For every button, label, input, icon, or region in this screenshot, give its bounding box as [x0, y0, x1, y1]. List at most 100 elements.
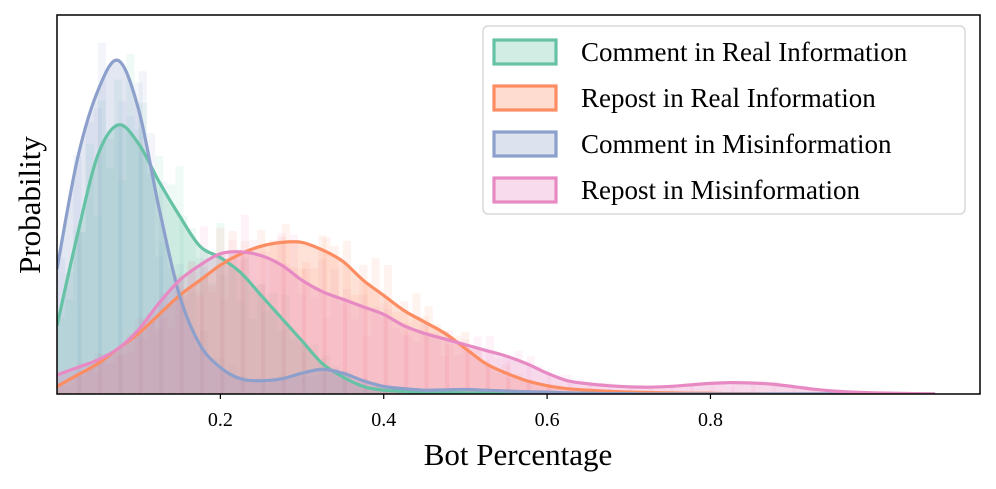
histogram-bar	[318, 235, 327, 394]
histogram-bar	[220, 265, 229, 394]
histogram-bar	[77, 232, 86, 394]
histogram-bar	[146, 133, 156, 394]
histogram-bar	[159, 181, 168, 394]
histogram-bar	[432, 324, 441, 394]
x-axis-ticks: 0.2 0.4 0.6 0.8	[208, 394, 723, 431]
histogram-bar	[257, 284, 266, 394]
histogram-bar	[820, 389, 829, 394]
histogram-bar	[767, 386, 776, 394]
histogram-bar	[792, 387, 801, 394]
histogram-bar	[310, 376, 319, 394]
histogram-bar	[677, 387, 686, 394]
histogram-bar	[485, 366, 494, 394]
histogram-bar	[277, 233, 286, 394]
histogram-bar	[788, 384, 797, 394]
histogram-bar	[342, 240, 352, 394]
density-area-repost-in-misinformation	[57, 251, 936, 394]
histogram-bar	[220, 275, 229, 394]
histogram-bar	[322, 374, 331, 394]
histogram-bar	[289, 375, 298, 394]
histogram-bar	[269, 379, 278, 394]
histogram-bar	[718, 382, 727, 394]
histogram-bar	[575, 379, 584, 394]
histogram-bar	[97, 353, 107, 394]
legend-swatch-comment-in-real-information	[492, 38, 558, 66]
histogram-bar	[371, 306, 380, 394]
histogram-bar	[494, 358, 503, 394]
histogram-bar	[175, 264, 184, 394]
histogram-bar	[65, 272, 74, 394]
histogram-bar	[187, 292, 196, 394]
histogram-bar	[114, 355, 123, 394]
histogram-bar	[318, 363, 327, 394]
histogram-bar	[318, 258, 327, 394]
histogram-bar	[236, 251, 245, 394]
histogram-bar	[240, 375, 249, 394]
histogram-bar	[199, 226, 209, 394]
histogram-bar	[281, 379, 290, 394]
histogram-bar	[330, 268, 339, 394]
histogram-bar	[236, 260, 245, 394]
histogram-bar	[363, 386, 372, 394]
histogram-bar	[134, 335, 143, 394]
histogram-bar	[208, 291, 217, 394]
histogram-bar	[432, 332, 441, 394]
histogram-bar	[506, 360, 515, 394]
histogram-bar	[710, 381, 719, 394]
x-tick-label: 0.6	[535, 409, 560, 431]
histogram-bar	[359, 294, 368, 394]
histogram-bar	[412, 341, 421, 394]
histogram-bar	[155, 256, 164, 394]
histogram-bar	[555, 375, 564, 394]
histogram-bar	[351, 380, 360, 394]
histogram-bar	[779, 385, 789, 394]
histogram-bar	[400, 301, 409, 394]
histogram-bar	[106, 363, 115, 394]
histogram-bar	[277, 236, 286, 394]
histogram-bar	[85, 143, 94, 394]
histogram-bar	[302, 345, 311, 394]
histogram-bar	[77, 231, 86, 394]
histogram-bar	[228, 253, 237, 394]
histogram-bar	[461, 331, 470, 394]
histogram-bar	[440, 331, 450, 394]
histogram-bar	[302, 262, 311, 394]
histogram-bar	[465, 349, 474, 394]
histogram-bar	[318, 358, 327, 394]
histogram-bar	[269, 259, 278, 394]
histogram-bar	[73, 230, 82, 394]
histogram-bar	[175, 274, 184, 394]
density-area-comment-in-misinformation	[57, 60, 936, 394]
histogram-bar	[420, 316, 429, 394]
histogram-bar	[248, 318, 258, 394]
histogram-bar	[57, 317, 66, 394]
histogram-bar	[657, 386, 666, 394]
histogram-bar	[138, 339, 147, 394]
legend: Comment in Real Information Repost in Rea…	[482, 25, 966, 215]
histogram-bar	[351, 319, 360, 394]
histogram-bar	[228, 230, 237, 394]
x-tick-label: 0.8	[698, 409, 723, 431]
histogram-bar	[257, 283, 266, 394]
histogram-bar	[257, 229, 266, 394]
histogram-bar	[199, 267, 209, 394]
histogram-bar	[118, 101, 127, 394]
histogram-bar	[359, 264, 368, 394]
histogram-bar	[289, 339, 298, 394]
histogram-bar	[412, 293, 421, 394]
histogram-bar	[97, 359, 107, 394]
histogram-bar	[228, 239, 237, 394]
histogram-bar	[465, 347, 474, 394]
histogram-bar	[248, 379, 258, 394]
histogram-bar	[522, 381, 531, 394]
histogram-bar	[208, 283, 217, 394]
histogram-bar	[118, 355, 127, 394]
histogram-bar	[269, 240, 278, 394]
histogram-bar	[248, 286, 258, 394]
histogram-bar	[93, 215, 102, 394]
histogram-bar	[118, 352, 127, 394]
histogram-bar	[93, 353, 102, 394]
histogram-bar	[167, 267, 176, 394]
histogram-bar	[199, 276, 209, 394]
histogram-bar	[146, 312, 156, 394]
